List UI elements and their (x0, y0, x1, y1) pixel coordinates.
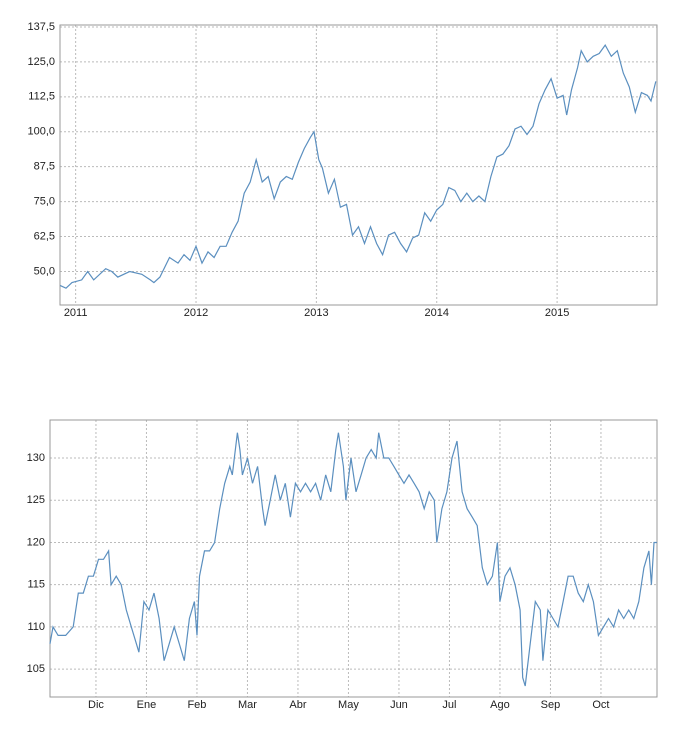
x-tick-label: 2012 (184, 307, 208, 319)
x-tick-label: 2014 (424, 307, 448, 319)
plot-frame (49, 419, 658, 698)
y-tick-label: 130 (27, 452, 45, 464)
x-tick-label: Ago (490, 699, 510, 711)
x-tick-label: Jun (390, 699, 408, 711)
y-tick-label: 125 (27, 494, 45, 506)
y-tick-label: 120 (27, 536, 45, 548)
x-tick-label: Jul (442, 699, 456, 711)
y-tick-label: 105 (27, 663, 45, 675)
y-tick-label: 62,5 (34, 230, 55, 242)
y-tick-label: 137,5 (27, 21, 55, 33)
y-tick-label: 100,0 (27, 126, 55, 138)
y-tick-label: 110 (27, 621, 45, 633)
y-tick-label: 75,0 (34, 196, 55, 208)
plot-frame (59, 24, 658, 306)
x-tick-label: Mar (238, 699, 257, 711)
x-tick-label: 2013 (304, 307, 328, 319)
y-tick-label: 115 (27, 579, 45, 591)
x-tick-label: Ene (137, 699, 157, 711)
x-tick-label: Oct (592, 699, 609, 711)
x-tick-label: 2015 (545, 307, 569, 319)
x-tick-label: Abr (289, 699, 306, 711)
x-tick-label: 2011 (64, 307, 88, 319)
y-tick-label: 50,0 (34, 265, 55, 277)
x-tick-label: Sep (541, 699, 561, 711)
x-tick-label: May (338, 699, 359, 711)
x-tick-label: Feb (187, 699, 206, 711)
line-series (59, 43, 657, 289)
y-tick-label: 87,5 (34, 161, 55, 173)
y-tick-label: 125,0 (27, 56, 55, 68)
x-tick-label: Dic (88, 699, 104, 711)
line-series (49, 432, 657, 687)
y-tick-label: 112,5 (28, 91, 55, 103)
